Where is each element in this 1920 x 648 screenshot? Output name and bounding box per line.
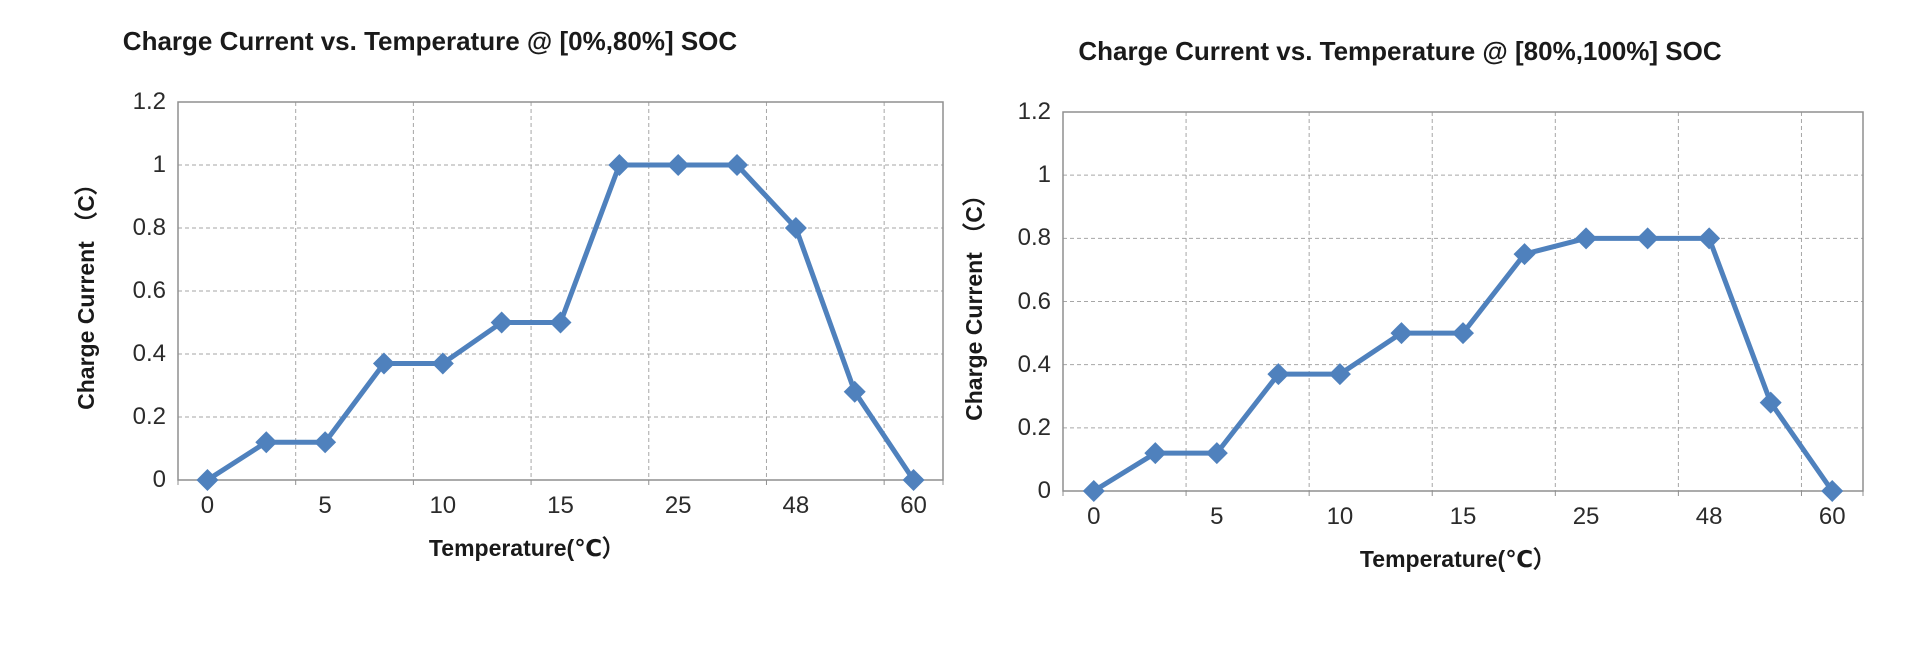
- y-tick-label: 0.2: [132, 403, 166, 430]
- data-point-marker: [1144, 442, 1167, 465]
- x-tick-label: 48: [1695, 503, 1723, 530]
- data-point-marker: [1759, 391, 1782, 414]
- y-tick-label: 1: [152, 151, 166, 178]
- x-tick-label: 10: [1326, 503, 1354, 530]
- x-tick-label: 48: [782, 492, 810, 519]
- y-tick-label: 0.8: [1017, 224, 1051, 252]
- data-point-marker: [431, 352, 454, 375]
- data-point-marker: [1821, 480, 1844, 502]
- data-point-marker: [1390, 322, 1413, 345]
- data-point-marker: [196, 469, 219, 491]
- y-tick-label: 0: [1037, 477, 1051, 504]
- plot-border: [177, 101, 944, 481]
- data-point-marker: [1267, 363, 1290, 386]
- data-point-marker: [1082, 480, 1105, 502]
- data-point-marker: [1452, 322, 1474, 345]
- data-point-marker: [1575, 227, 1598, 250]
- x-axis-title: Temperature(℃）: [428, 535, 626, 561]
- y-tick-label: 1.2: [132, 88, 166, 115]
- x-axis-title: Temperature(℃）: [1359, 546, 1557, 572]
- y-tick-label: 0.8: [132, 214, 166, 241]
- data-point-marker: [902, 469, 925, 491]
- x-tick-label: 15: [1449, 503, 1477, 530]
- data-point-marker: [1513, 243, 1536, 266]
- plot-border: [1062, 111, 1864, 492]
- x-tick-label: 5: [318, 492, 332, 519]
- data-point-marker: [314, 431, 337, 454]
- x-tick-label: 10: [429, 492, 457, 519]
- y-tick-label: 1.2: [1017, 98, 1051, 125]
- data-point-marker: [843, 380, 866, 403]
- data-point-marker: [255, 431, 278, 454]
- y-tick-label: 1: [1037, 161, 1051, 189]
- chart-title: Charge Current vs. Temperature @ [80%,10…: [1078, 36, 1722, 66]
- data-point-marker: [608, 154, 631, 176]
- data-point-marker: [549, 311, 572, 334]
- x-tick-label: 0: [200, 492, 215, 519]
- y-tick-label: 0.6: [132, 277, 166, 304]
- x-tick-label: 25: [1572, 503, 1600, 530]
- data-point-marker: [1328, 363, 1351, 386]
- data-point-marker: [1205, 442, 1228, 465]
- x-tick-label: 0: [1087, 503, 1101, 530]
- data-point-marker: [667, 154, 690, 176]
- x-tick-label: 5: [1210, 503, 1224, 530]
- x-tick-label: 25: [664, 492, 692, 519]
- y-tick-label: 0.4: [132, 340, 166, 367]
- data-point-marker: [490, 311, 513, 334]
- data-point-marker: [372, 352, 395, 375]
- data-point-marker: [784, 217, 807, 239]
- x-tick-label: 60: [1818, 503, 1846, 530]
- chart-title: Charge Current vs. Temperature @ [0%,80%…: [122, 26, 738, 56]
- y-tick-label: 0: [152, 466, 166, 493]
- y-tick-label: 0.2: [1017, 413, 1051, 441]
- y-tick-label: 0.6: [1017, 287, 1051, 315]
- x-tick-label: 15: [547, 492, 574, 519]
- data-point-marker: [726, 154, 749, 176]
- data-point-marker: [1698, 227, 1721, 250]
- data-point-marker: [1636, 227, 1659, 250]
- x-tick-label: 60: [900, 492, 927, 519]
- y-tick-label: 0.4: [1017, 350, 1051, 378]
